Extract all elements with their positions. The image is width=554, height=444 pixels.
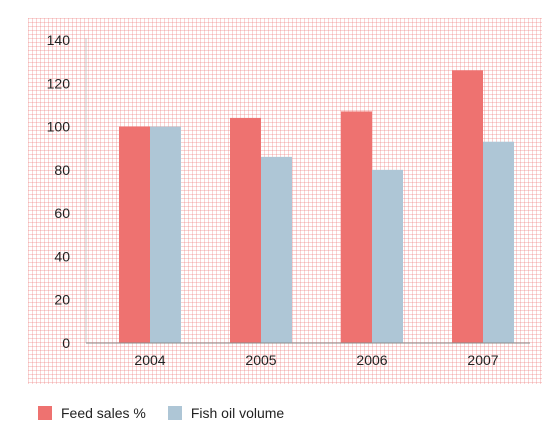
x-tick-label-2007: 2007 <box>467 352 498 368</box>
y-tick-label-120: 120 <box>47 75 71 91</box>
y-tick-label-140: 140 <box>47 32 71 48</box>
legend-item-feed-sales: Feed sales % <box>38 405 146 421</box>
legend-swatch-feed-sales <box>38 406 52 420</box>
x-tick-label-2004: 2004 <box>134 352 165 368</box>
bar-feed-sales-2005 <box>230 117 261 344</box>
bar-fish-oil-2007 <box>483 141 514 343</box>
legend: Feed sales % Fish oil volume <box>38 405 306 421</box>
y-tick-label-20: 20 <box>54 292 70 308</box>
x-axis: 2004 2005 2006 2007 <box>86 342 530 368</box>
y-tick-label-0: 0 <box>62 335 70 351</box>
bar-feed-sales-2007 <box>452 70 483 344</box>
bar-feed-sales-2006 <box>341 111 372 344</box>
x-tick-label-2005: 2005 <box>245 352 276 368</box>
bars <box>119 70 514 344</box>
y-tick-label-40: 40 <box>54 248 70 264</box>
legend-item-fish-oil: Fish oil volume <box>167 405 285 421</box>
x-tick-label-2006: 2006 <box>356 352 387 368</box>
legend-label-feed-sales: Feed sales % <box>61 405 146 421</box>
y-tick-label-80: 80 <box>54 162 70 178</box>
y-tick-label-100: 100 <box>47 119 71 135</box>
y-tick-label-60: 60 <box>54 205 70 221</box>
bar-fish-oil-2004 <box>150 126 181 343</box>
bar-feed-sales-2004 <box>119 126 150 343</box>
bar-fish-oil-2006 <box>372 169 403 343</box>
bar-fish-oil-2005 <box>261 156 292 343</box>
legend-swatch-fish-oil <box>167 406 182 420</box>
legend-label-fish-oil: Fish oil volume <box>190 405 285 421</box>
y-axis: 0 20 40 60 80 100 120 140 <box>47 32 87 351</box>
